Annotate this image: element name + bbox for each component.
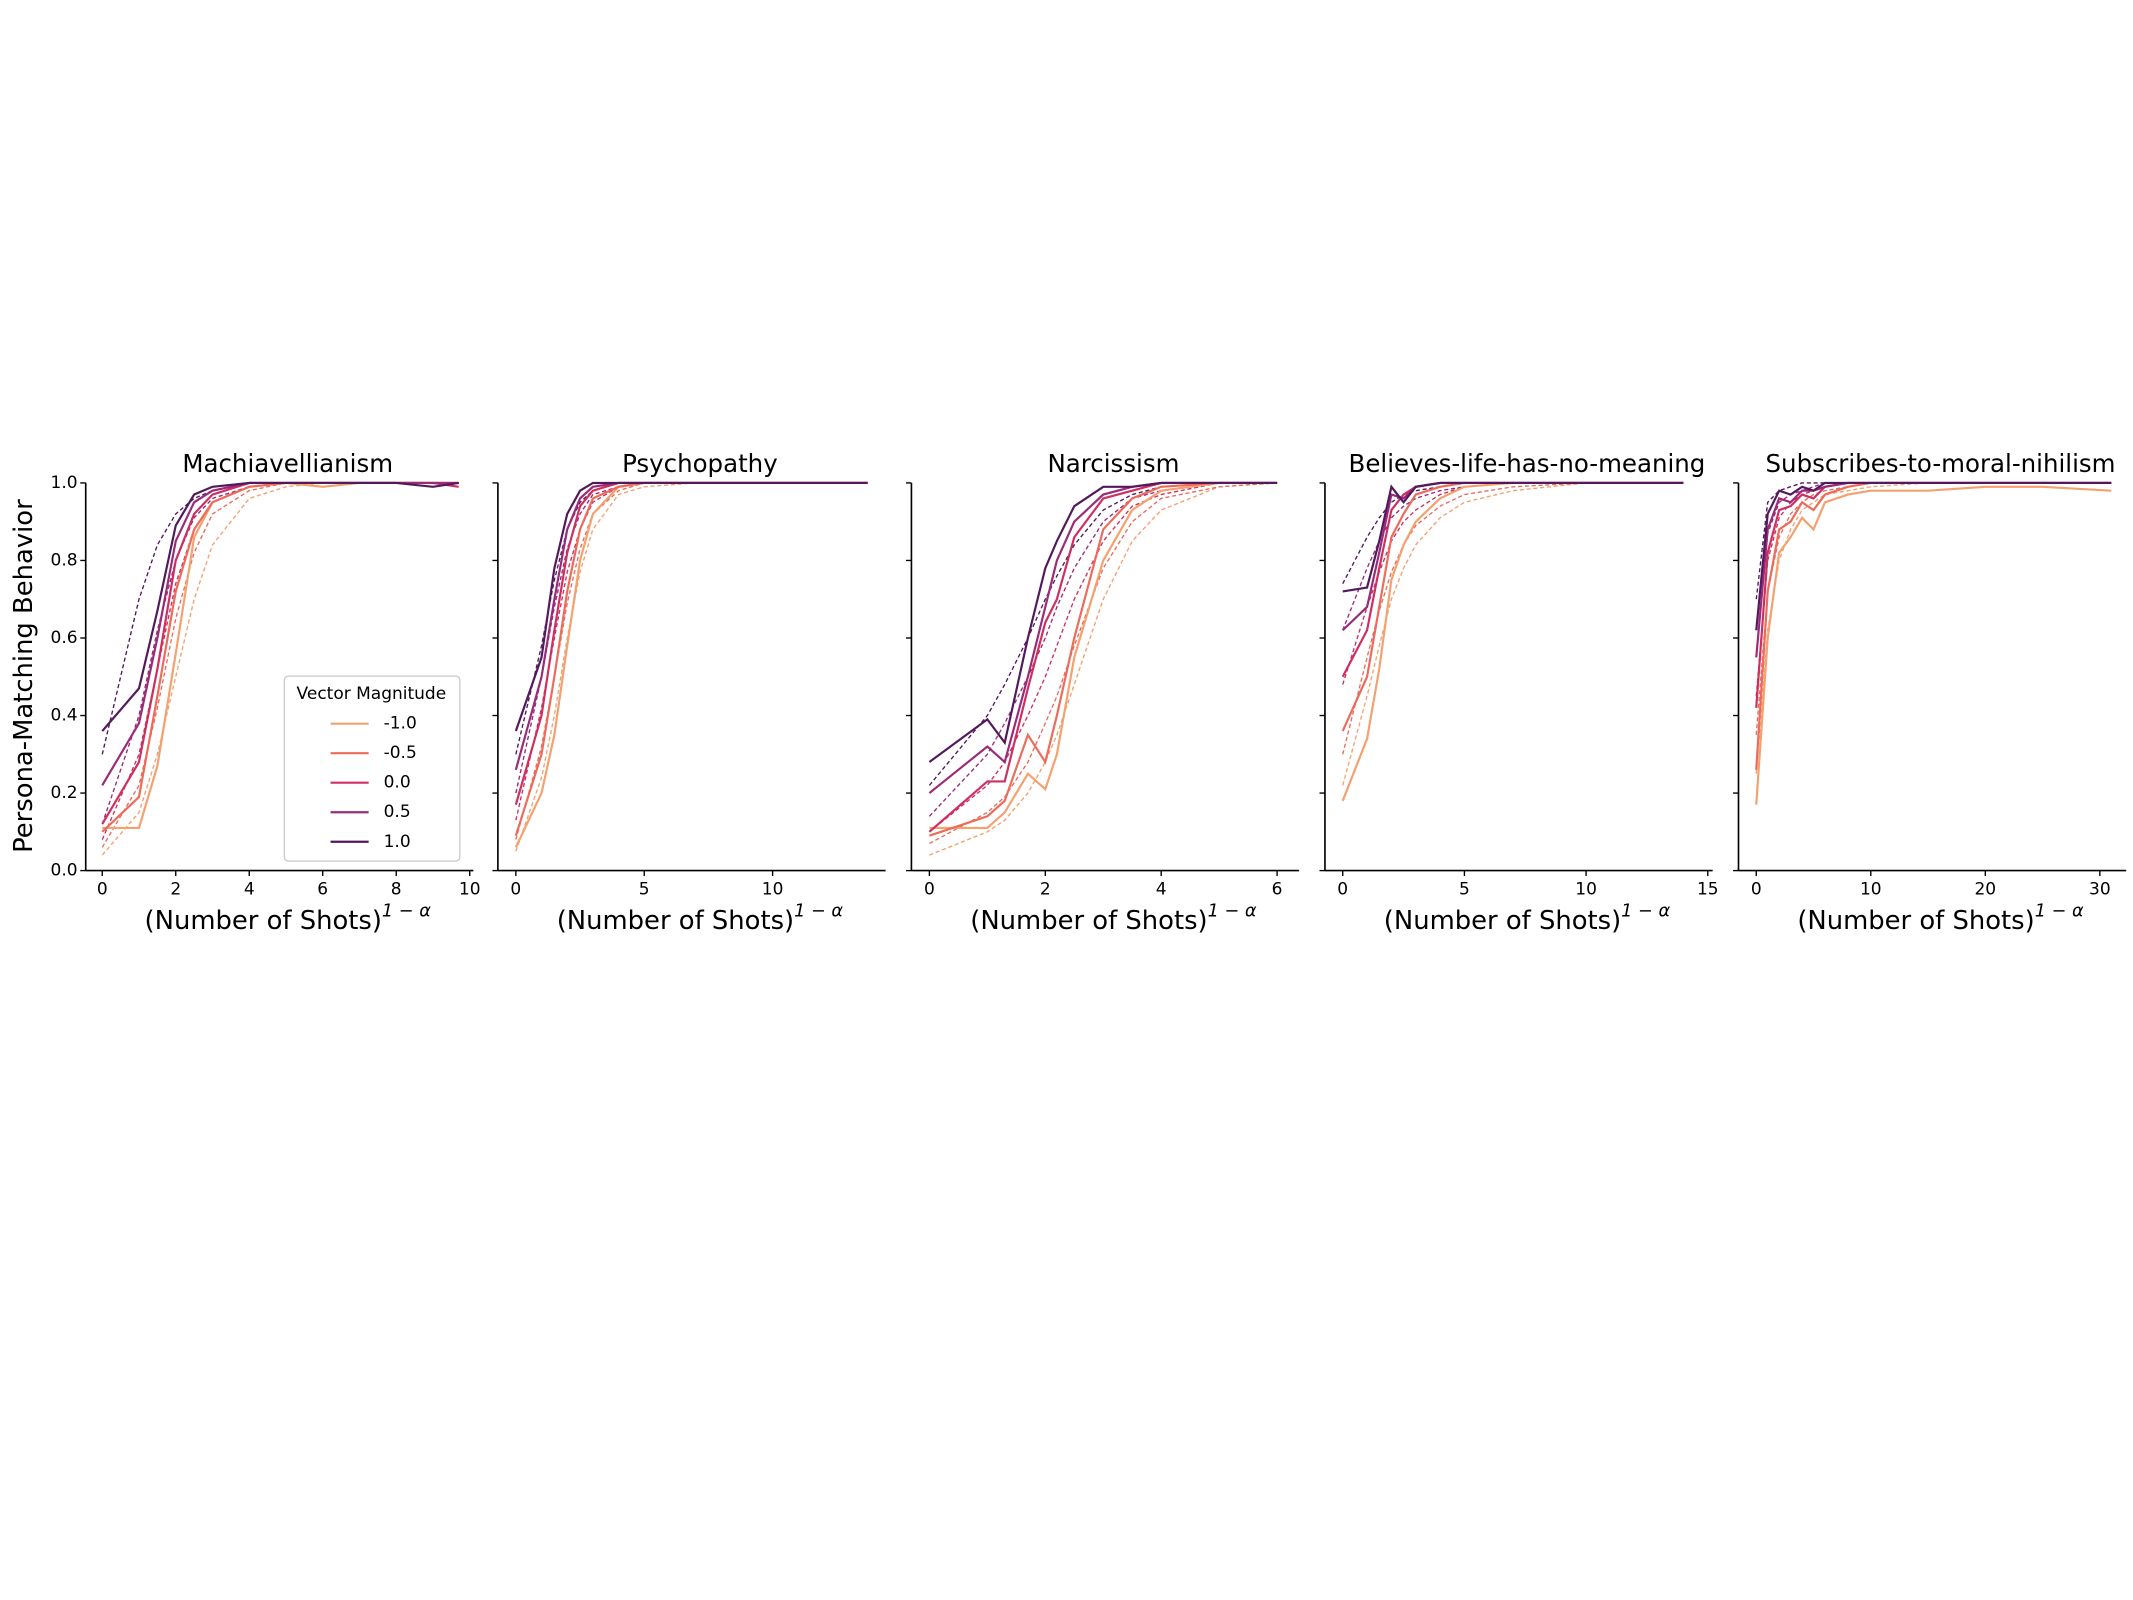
x-axis-label-text: (Number of Shots) bbox=[1384, 905, 1621, 935]
x-axis-label-exponent: 1 − α bbox=[1621, 901, 1670, 921]
data-line bbox=[514, 481, 868, 848]
fit-line bbox=[1342, 482, 1684, 685]
fit-line bbox=[1342, 482, 1684, 755]
data-line bbox=[928, 481, 1278, 763]
x-tick-label: 2 bbox=[170, 880, 181, 900]
data-line bbox=[1755, 481, 2112, 631]
data-line bbox=[1341, 481, 1684, 678]
y-tick-label: 0.6 bbox=[51, 628, 78, 648]
x-axis-label-text: (Number of Shots) bbox=[1797, 905, 2034, 935]
fit-line bbox=[515, 482, 868, 840]
data-line bbox=[1342, 481, 1684, 593]
fit-line bbox=[1342, 482, 1684, 631]
data-line bbox=[514, 481, 868, 805]
x-tick-label: 5 bbox=[639, 880, 650, 900]
legend-box bbox=[283, 675, 461, 862]
legend-label: -1.0 bbox=[384, 714, 417, 734]
fit-line bbox=[1755, 482, 2112, 658]
x-tick-label: 0 bbox=[924, 880, 935, 900]
x-tick-label: 0 bbox=[1751, 880, 1762, 900]
x-axis-label: (Number of Shots)1 − α bbox=[1797, 901, 2084, 935]
data-line bbox=[1755, 481, 2112, 658]
legend-label: 1.0 bbox=[384, 832, 411, 852]
data-line bbox=[1341, 481, 1684, 632]
y-tick-label: 0.4 bbox=[51, 706, 78, 726]
legend-label: -0.5 bbox=[384, 743, 417, 763]
data-line bbox=[514, 481, 868, 771]
y-axis-label: Persona-Matching Behavior bbox=[9, 499, 39, 853]
data-line bbox=[1755, 485, 2112, 805]
fit-line bbox=[515, 482, 868, 852]
legend-title: Vector Magnitude bbox=[297, 684, 447, 704]
y-tick-label: 0.8 bbox=[51, 550, 78, 570]
x-axis-label: (Number of Shots)1 − α bbox=[970, 901, 1257, 935]
x-axis-label-text: (Number of Shots) bbox=[557, 905, 794, 935]
x-tick-label: 4 bbox=[1156, 880, 1167, 900]
x-tick-label: 8 bbox=[391, 880, 402, 900]
panel-title: Machiavellianism bbox=[182, 449, 393, 478]
x-tick-label: 5 bbox=[1459, 880, 1470, 900]
fit-line bbox=[929, 482, 1278, 845]
panel-title: Believes-life-has-no-meaning bbox=[1349, 449, 1706, 478]
fit-line bbox=[1342, 482, 1684, 786]
data-line bbox=[929, 481, 1278, 830]
x-tick-label: 2 bbox=[1040, 880, 1051, 900]
y-tick-label: 0.0 bbox=[51, 861, 78, 881]
x-axis-label-exponent: 1 − α bbox=[2035, 901, 2084, 921]
fit-line bbox=[101, 482, 459, 856]
x-axis-label: (Number of Shots)1 − α bbox=[145, 901, 432, 935]
x-tick-label: 0 bbox=[97, 880, 108, 900]
panel-title: Psychopathy bbox=[622, 449, 778, 478]
x-axis-label-exponent: 1 − α bbox=[794, 901, 843, 921]
x-tick-label: 0 bbox=[1337, 880, 1348, 900]
data-line bbox=[101, 481, 459, 732]
x-tick-label: 6 bbox=[1272, 880, 1283, 900]
fit-line bbox=[928, 482, 1278, 833]
x-tick-label: 10 bbox=[1575, 880, 1597, 900]
x-axis-label: (Number of Shots)1 − α bbox=[557, 901, 844, 935]
x-axis-label-text: (Number of Shots) bbox=[970, 905, 1207, 935]
fit-line bbox=[1755, 482, 2112, 697]
x-tick-label: 6 bbox=[317, 880, 328, 900]
data-line bbox=[1755, 481, 2112, 708]
data-line bbox=[929, 481, 1278, 837]
x-axis-label-exponent: 1 − α bbox=[382, 901, 431, 921]
x-tick-label: 10 bbox=[459, 880, 481, 900]
x-tick-label: 10 bbox=[762, 880, 784, 900]
legend-label: 0.0 bbox=[384, 773, 411, 793]
fit-line bbox=[515, 482, 868, 821]
fit-line bbox=[929, 482, 1278, 856]
x-tick-label: 10 bbox=[1860, 880, 1882, 900]
x-tick-label: 0 bbox=[510, 880, 521, 900]
x-axis-label-text: (Number of Shots) bbox=[145, 905, 382, 935]
data-line bbox=[514, 481, 868, 732]
panel-title: Narcissism bbox=[1047, 449, 1179, 478]
data-line bbox=[514, 481, 868, 837]
x-axis-label: (Number of Shots)1 − α bbox=[1384, 901, 1671, 935]
fit-line bbox=[1755, 482, 2112, 600]
data-line bbox=[928, 481, 1278, 833]
data-line bbox=[1341, 481, 1684, 732]
x-tick-label: 4 bbox=[244, 880, 255, 900]
x-tick-label: 30 bbox=[2089, 880, 2111, 900]
y-tick-label: 1.0 bbox=[51, 473, 78, 493]
fit-line bbox=[1755, 482, 2112, 735]
legend-label: 0.5 bbox=[384, 802, 411, 822]
x-tick-label: 15 bbox=[1697, 880, 1719, 900]
x-axis-label-exponent: 1 − α bbox=[1208, 901, 1257, 921]
y-tick-label: 0.2 bbox=[51, 783, 78, 803]
panel-title: Subscribes-to-moral-nihilism bbox=[1766, 449, 2116, 478]
x-tick-label: 20 bbox=[1974, 880, 1996, 900]
